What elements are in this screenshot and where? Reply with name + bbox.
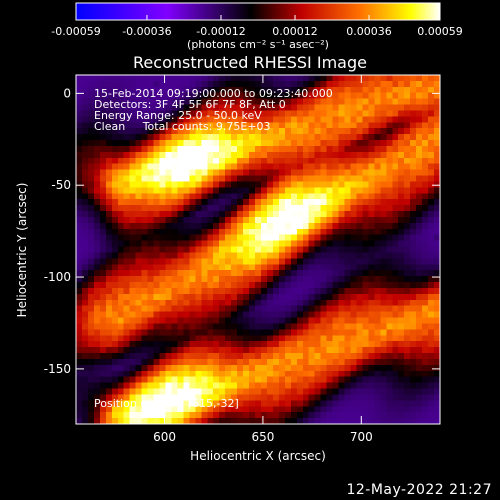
colorbar-tick-label: -0.00012 — [196, 25, 245, 38]
x-axis-label: Heliocentric X (arcsec) — [190, 449, 326, 463]
colorbar-tick-label: 0.00012 — [272, 25, 318, 38]
heatmap-cells — [76, 75, 440, 424]
axis-ticks: 600 650 700 0 -50 -100 -150 — [44, 75, 440, 444]
colorbar-gradient — [75, 2, 441, 21]
x-tick-label: 650 — [251, 430, 274, 444]
y-tick-label: -150 — [44, 362, 71, 376]
y-tick-label: -100 — [44, 270, 71, 284]
y-tick-label: -50 — [51, 178, 71, 192]
annotation-energy: Energy Range: 25.0 - 50.0 keV — [94, 109, 262, 122]
chart-title: Reconstructed RHESSI Image — [133, 53, 367, 72]
colorbar-units: (photons cm⁻² s⁻¹ asec⁻²) — [187, 38, 329, 51]
plot-area: 600 650 700 0 -50 -100 -150 — [44, 74, 441, 444]
plot-frame — [75, 74, 441, 425]
y-axis-label: Heliocentric Y (arcsec) — [15, 183, 29, 318]
annotation-time: 15-Feb-2014 09:19:00.000 to 09:23:40.000 — [94, 87, 333, 100]
x-tick-label: 700 — [350, 430, 373, 444]
colorbar: -0.00059 -0.00036 -0.00012 0.00012 0.00036 0.… — [51, 2, 463, 51]
annotation-clean: Clean Total counts: 9.75E+03 — [94, 120, 271, 133]
colorbar-tick-label: 0.00059 — [417, 25, 463, 38]
annotation-position: Position of fov = [615,-32] — [94, 397, 239, 410]
x-tick-label: 600 — [153, 430, 176, 444]
colorbar-tick-label: -0.00059 — [51, 25, 100, 38]
y-tick-label: 0 — [63, 86, 71, 100]
colorbar-tick-label: -0.00036 — [122, 25, 171, 38]
annotation-detectors: Detectors: 3F 4F 5F 6F 7F 8F, Att 0 — [94, 98, 286, 111]
colorbar-ticks: -0.00059 -0.00036 -0.00012 0.00012 0.00036 0.… — [51, 15, 463, 38]
heatmap-raster — [76, 75, 440, 424]
colorbar-tick-label: 0.00036 — [346, 25, 392, 38]
annotations: 15-Feb-2014 09:19:00.000 to 09:23:40.000… — [94, 87, 333, 410]
footer-timestamp: 12-May-2022 21:27 — [346, 482, 492, 498]
